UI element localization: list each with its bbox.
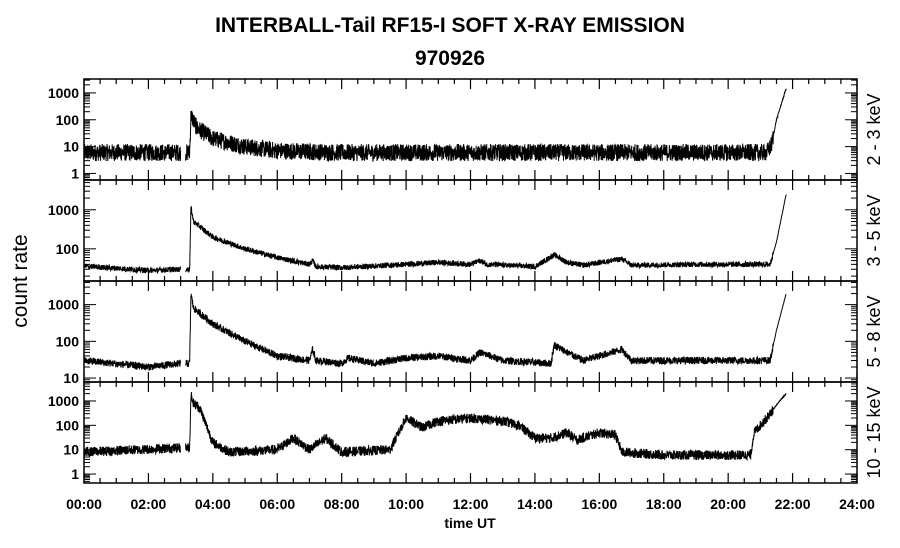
series-line-4 [83, 443, 182, 457]
series-line-3 [83, 357, 182, 371]
series-label: 10 - 15 keV [864, 386, 884, 478]
y-tick-label: 100 [56, 417, 80, 433]
y-tick-label: 1000 [48, 393, 79, 409]
x-tick-label: 24:00 [839, 496, 875, 512]
x-tick-label: 12:00 [453, 496, 489, 512]
y-tick-label: 1000 [48, 297, 79, 313]
x-tick-label: 08:00 [324, 496, 360, 512]
panel-frame-4 [83, 381, 858, 484]
x-tick-label: 06:00 [259, 496, 295, 512]
series-line-2 [83, 263, 182, 275]
series-line-1 [83, 143, 182, 162]
y-axis-label: count rate [9, 234, 32, 327]
y-tick-label: 100 [56, 112, 80, 128]
x-tick-label: 18:00 [646, 496, 682, 512]
series-line-4 [185, 392, 787, 462]
series-line-2 [185, 194, 787, 274]
y-tick-label: 10 [63, 442, 79, 458]
series-line-1 [185, 88, 787, 163]
y-tick-label: 10 [63, 139, 79, 155]
x-tick-label: 22:00 [775, 496, 811, 512]
chart-title: INTERBALL-Tail RF15-I SOFT X-RAY EMISSIO… [215, 14, 685, 37]
chart-subtitle: 970926 [414, 47, 486, 70]
x-tick-label: 02:00 [131, 496, 167, 512]
y-tick-label: 100 [56, 333, 80, 349]
x-tick-label: 16:00 [581, 496, 617, 512]
y-tick-label: 100 [56, 241, 80, 257]
y-tick-label: 1000 [48, 202, 79, 218]
panel-frame-3 [83, 280, 858, 383]
y-tick-label: 1 [71, 466, 79, 482]
x-tick-label: 00:00 [66, 496, 102, 512]
series-label: 2 - 3 keV [864, 93, 884, 165]
x-axis-label: time UT [444, 515, 496, 531]
y-tick-label: 1 [71, 165, 79, 181]
x-tick-label: 10:00 [388, 496, 424, 512]
series-line-3 [185, 293, 787, 368]
y-tick-label: 10 [63, 370, 79, 386]
x-tick-label: 14:00 [517, 496, 553, 512]
series-label: 5 - 8 keV [864, 295, 884, 367]
x-tick-label: 04:00 [195, 496, 231, 512]
series-label: 3 - 5 keV [864, 194, 884, 266]
x-tick-label: 20:00 [710, 496, 746, 512]
y-tick-label: 1000 [48, 85, 79, 101]
